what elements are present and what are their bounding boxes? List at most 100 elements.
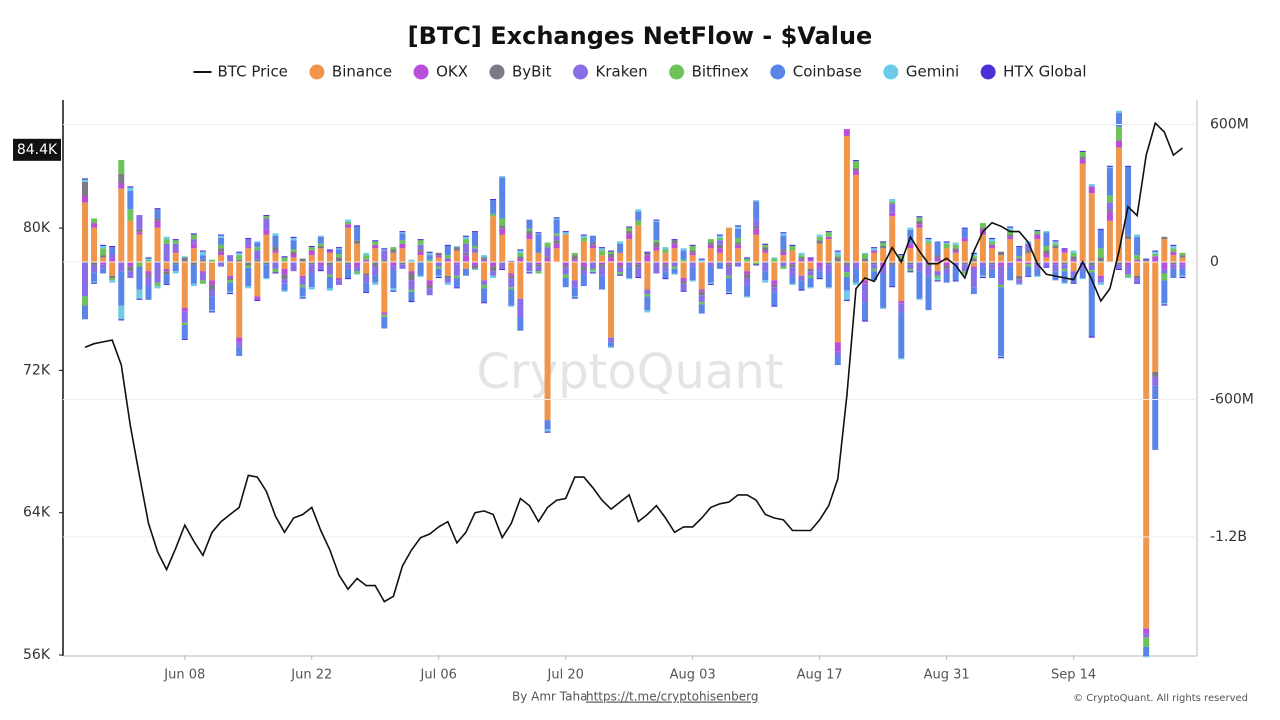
bar-segment	[118, 305, 125, 320]
bar-segment	[254, 241, 261, 243]
bar-segment	[952, 252, 959, 263]
bar-segment	[753, 200, 760, 202]
bar-segment	[671, 273, 678, 275]
bar-segment	[100, 248, 107, 256]
bar-segment	[426, 288, 433, 296]
bar-segment	[771, 305, 778, 307]
bar-segment	[481, 259, 488, 263]
bar-segment	[1152, 385, 1159, 450]
bar-segment	[671, 240, 678, 244]
bar-segment	[653, 247, 660, 251]
bar-segment	[127, 186, 134, 188]
bar-segment	[417, 239, 424, 241]
bar-segment	[481, 255, 488, 258]
bar-segment	[372, 266, 379, 276]
bar-segment	[653, 219, 660, 221]
bar-segment	[744, 262, 751, 272]
bar-segment	[245, 239, 252, 246]
bar-segment	[435, 252, 442, 256]
bar-segment	[934, 271, 941, 276]
bar-segment	[399, 243, 406, 249]
y2-tick-label: 600M	[1210, 117, 1249, 133]
bar-segment	[145, 274, 152, 277]
bar-segment	[535, 232, 542, 234]
bar-segment	[426, 262, 433, 281]
bar-segment	[417, 275, 424, 277]
bar-segment	[508, 289, 515, 306]
bar-segment	[499, 177, 506, 219]
bar-segment	[825, 273, 832, 288]
bar-segment	[716, 244, 723, 249]
bar-segment	[635, 264, 642, 268]
bar-segment	[444, 275, 451, 279]
bar-segment	[218, 262, 225, 267]
bar-segment	[444, 258, 451, 263]
bar-segment	[245, 286, 252, 289]
bar-segment	[970, 258, 977, 263]
bar-segment	[671, 266, 678, 269]
bar-segment	[589, 248, 596, 263]
price-tag-box	[13, 138, 61, 161]
bar-segment	[154, 227, 161, 263]
bar-segment	[181, 256, 188, 258]
bar-segment	[317, 236, 324, 244]
bar-segment	[1007, 227, 1014, 230]
bar-segment	[626, 227, 633, 232]
bar-segment	[707, 266, 714, 283]
bar-segment	[390, 247, 397, 250]
bar-segment	[716, 240, 723, 245]
bar-segment	[1152, 250, 1159, 252]
bar-segment	[199, 259, 206, 263]
bar-segment	[1043, 231, 1050, 233]
bar-segment	[1070, 262, 1077, 272]
bar-segment	[462, 243, 469, 253]
bar-segment	[580, 262, 587, 267]
bar-segment	[181, 262, 188, 308]
bar-segment	[1016, 245, 1023, 248]
price-tag: 84.4K	[17, 142, 58, 158]
bar-segment	[462, 268, 469, 276]
bar-segment	[308, 264, 315, 274]
bar-segment	[635, 267, 642, 277]
bar-segment	[299, 278, 306, 285]
bar-segment	[898, 303, 905, 313]
bar-segment	[608, 337, 615, 343]
bar-segment	[762, 244, 769, 248]
bar-segment	[880, 248, 887, 263]
bar-segment	[472, 231, 479, 233]
bar-segment	[236, 251, 243, 253]
bar-segment	[181, 311, 188, 323]
bar-segment	[780, 255, 787, 263]
bar-segment	[1161, 273, 1168, 281]
bar-segment	[1043, 232, 1050, 246]
bar-segment	[1143, 637, 1150, 647]
bar-segment	[771, 291, 778, 306]
bar-segment	[163, 239, 170, 244]
bar-segment	[399, 240, 406, 244]
bar-segment	[834, 251, 841, 256]
bar-segment	[199, 255, 206, 260]
bar-segment	[444, 262, 451, 276]
bar-segment	[1070, 271, 1077, 276]
bar-segment	[880, 307, 887, 309]
bar-segment	[82, 179, 88, 182]
bar-segment	[453, 275, 460, 279]
bar-segment	[816, 262, 823, 267]
bar-segment	[218, 235, 225, 238]
bar-segment	[916, 262, 923, 272]
bar-segment	[263, 234, 270, 263]
bar-segment	[490, 216, 497, 263]
bar-segment	[798, 275, 805, 281]
bar-segment	[227, 292, 234, 295]
bar-segment	[208, 296, 215, 311]
bar-segment	[571, 252, 578, 256]
bar-segment	[363, 255, 370, 260]
bar-segment	[1179, 255, 1186, 258]
footer-link[interactable]: https://t.me/cryptohisenberg	[586, 690, 758, 704]
bar-segment	[517, 250, 524, 253]
bar-segment	[544, 258, 551, 263]
bar-segment	[254, 299, 261, 301]
bar-segment	[535, 262, 542, 265]
bar-segment	[199, 271, 206, 274]
bar-segment	[290, 240, 297, 250]
